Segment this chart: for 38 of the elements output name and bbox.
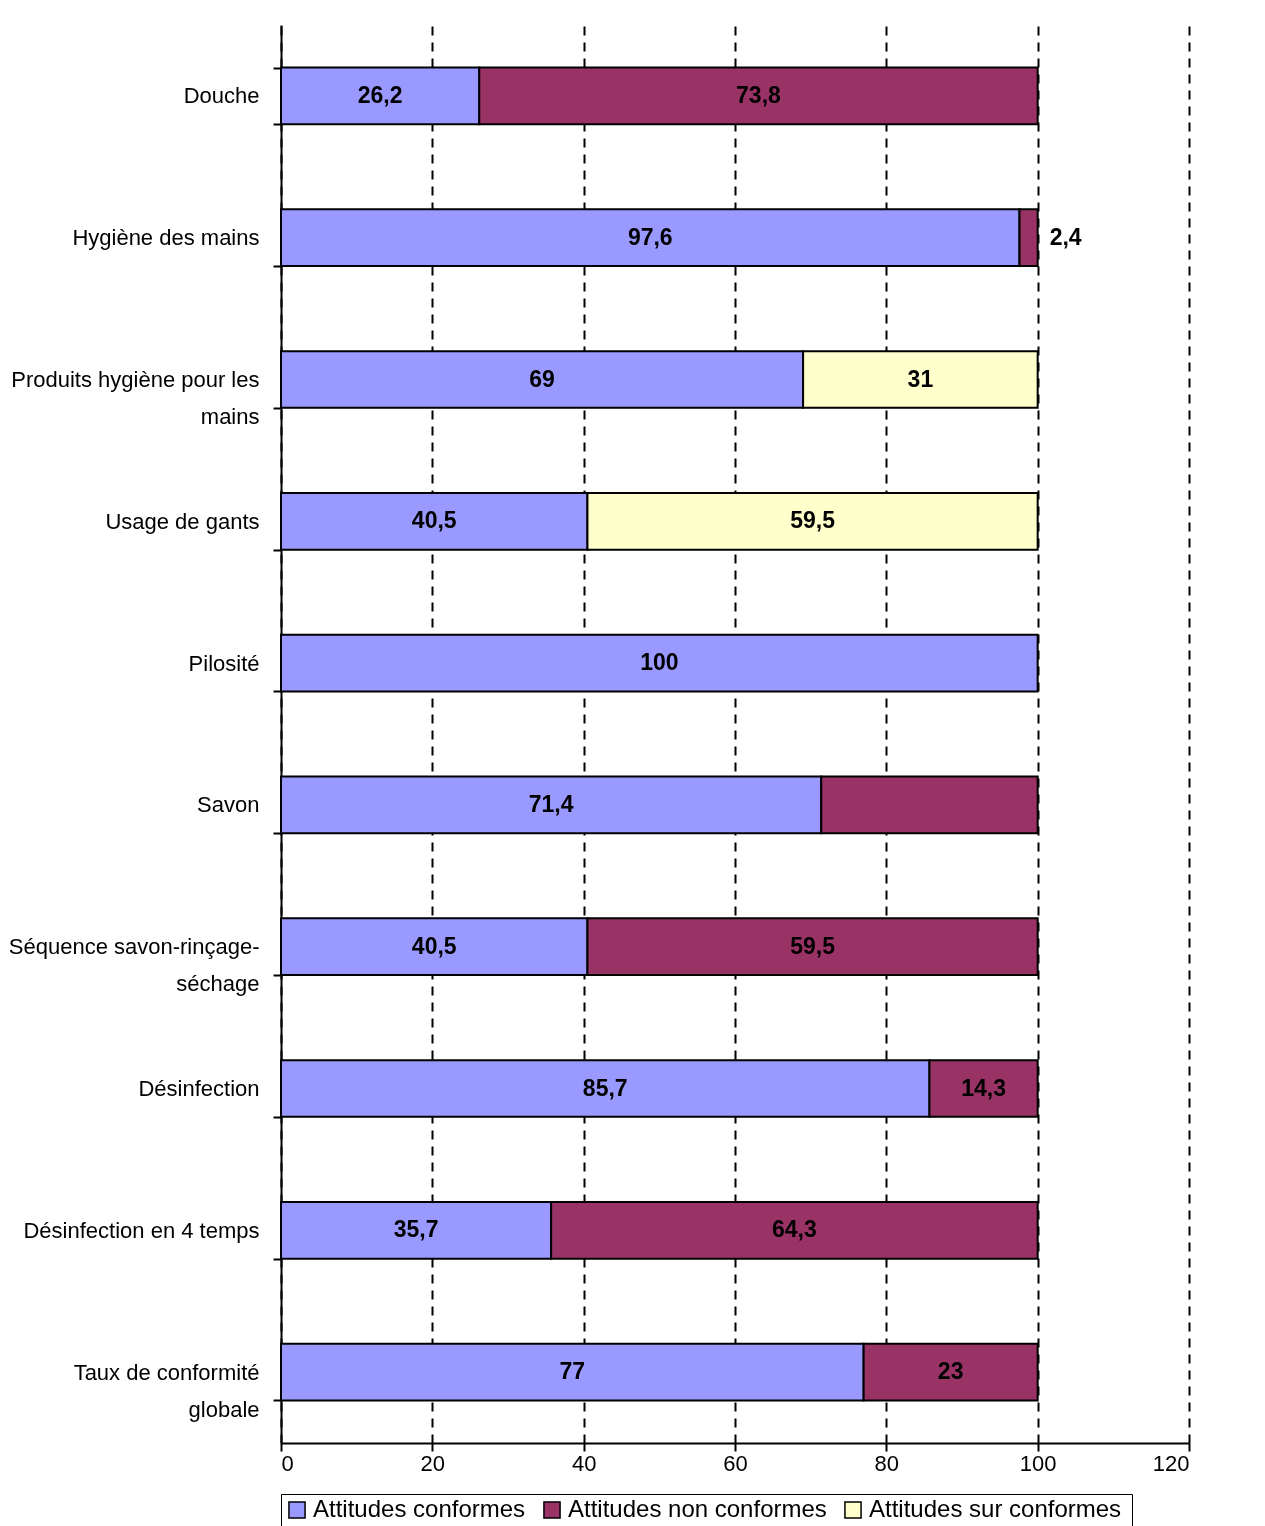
data-label: 26,2 <box>357 81 403 108</box>
x-tick-label: 40 <box>571 1450 597 1476</box>
data-label: 35,7 <box>393 1216 439 1243</box>
x-tick-label: 0 <box>281 1450 294 1476</box>
y-tick-label: Taux de conformité globale <box>73 1359 260 1422</box>
data-label: 73,8 <box>736 81 782 108</box>
y-tick-label: Produits hygiène pour les mains <box>11 367 260 429</box>
data-label: 31 <box>907 365 934 392</box>
data-label: 77 <box>559 1358 586 1385</box>
y-tick-label: Hygiène des mains <box>72 225 260 251</box>
data-label: 40,5 <box>411 932 457 959</box>
data-label: 69 <box>529 365 555 392</box>
y-tick-label: Pilosité <box>188 650 260 676</box>
y-tick-label: Savon <box>197 792 260 818</box>
x-tick-label: 60 <box>723 1450 748 1476</box>
data-label: 14,3 <box>961 1074 1006 1101</box>
data-label: 40,5 <box>411 507 457 534</box>
data-label: 2,4 <box>1049 223 1082 250</box>
data-label: 64,3 <box>772 1216 817 1243</box>
x-tick-label: 120 <box>1152 1450 1190 1476</box>
legend-label: Attitudes non conformes <box>568 1495 827 1522</box>
data-label: 59,5 <box>790 507 836 534</box>
x-tick-label: 20 <box>420 1450 446 1476</box>
data-label: 97,6 <box>627 223 673 250</box>
y-tick-label: Désinfection en 4 temps <box>23 1217 260 1243</box>
legend-label: Attitudes sur conformes <box>869 1495 1122 1522</box>
y-tick-label: Séquence savon-rinçage-séchage <box>8 934 260 997</box>
data-label: 23 <box>937 1358 964 1385</box>
data-label: 59,5 <box>790 932 836 959</box>
data-label: 71,4 <box>528 790 574 817</box>
x-tick-label: 80 <box>874 1450 900 1476</box>
data-label: 85,7 <box>582 1074 628 1101</box>
y-tick-label: Usage de gants <box>105 508 260 534</box>
y-tick-label: Douche <box>183 83 260 109</box>
data-label: 100 <box>640 649 679 676</box>
legend-label: Attitudes conformes <box>313 1495 526 1522</box>
x-tick-label: 100 <box>1019 1450 1057 1476</box>
y-tick-label: Désinfection <box>138 1076 260 1101</box>
